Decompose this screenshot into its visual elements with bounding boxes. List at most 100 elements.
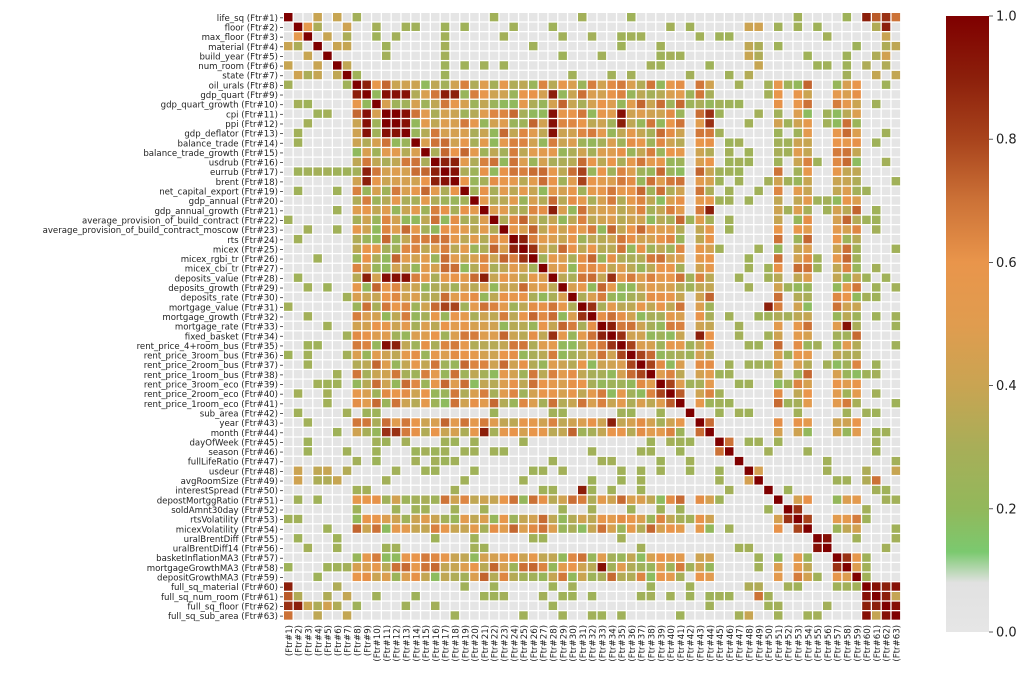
heatmap-cell	[293, 254, 303, 263]
heatmap-cell	[450, 70, 460, 80]
heatmap-cell	[411, 292, 420, 302]
y-tick-label: rent_price_2room_eco (Ftr#40)	[144, 390, 278, 400]
heatmap-cell	[284, 601, 293, 610]
heatmap-cell	[480, 476, 489, 485]
heatmap-cell	[587, 234, 597, 244]
heatmap-cell	[509, 563, 518, 572]
heatmap-cell	[852, 399, 861, 408]
heatmap-cell	[519, 524, 528, 533]
heatmap-cell	[842, 553, 852, 562]
heatmap-cell	[676, 234, 685, 244]
heatmap-cell	[891, 370, 901, 379]
heatmap-cell	[881, 99, 891, 109]
heatmap-cell	[617, 582, 626, 591]
heatmap-cell	[323, 350, 332, 360]
heatmap-cell	[529, 563, 538, 572]
heatmap-cell	[362, 234, 371, 244]
heatmap-cell	[862, 138, 871, 147]
heatmap-cell	[538, 370, 548, 379]
heatmap-cell	[548, 427, 558, 437]
heatmap-cell	[303, 138, 313, 147]
heatmap-cell	[636, 32, 646, 41]
heatmap-cell	[587, 485, 597, 495]
heatmap-cell	[431, 437, 440, 446]
heatmap-cell	[352, 563, 362, 572]
heatmap-cell	[489, 51, 499, 60]
heatmap-cell	[715, 572, 724, 582]
heatmap-cell	[676, 341, 685, 350]
heatmap-cell	[764, 273, 773, 282]
heatmap-cell	[636, 215, 646, 224]
heatmap-cell	[401, 379, 411, 389]
heatmap-cell	[362, 80, 371, 89]
heatmap-cell	[499, 32, 509, 41]
heatmap-cell	[597, 572, 607, 582]
heatmap-cell	[529, 360, 538, 369]
heatmap-cell	[293, 292, 303, 302]
heatmap-cell	[695, 418, 705, 427]
heatmap-cell	[842, 80, 852, 89]
heatmap-cell	[617, 563, 626, 572]
heatmap-cell	[372, 543, 381, 553]
heatmap-cell	[862, 225, 871, 234]
heatmap-cell	[440, 109, 450, 118]
heatmap-cell	[803, 456, 812, 466]
heatmap-cell	[284, 563, 293, 572]
heatmap-cell	[705, 601, 714, 610]
heatmap-cell	[480, 80, 489, 89]
heatmap-cell	[872, 302, 881, 311]
heatmap-cell	[538, 389, 548, 398]
heatmap-cell	[881, 177, 891, 186]
heatmap-cell	[597, 186, 607, 196]
heatmap-cell	[499, 22, 509, 31]
heatmap-cell	[382, 399, 391, 408]
heatmap-cell	[401, 572, 411, 582]
heatmap-cell	[793, 582, 803, 591]
heatmap-cell	[793, 70, 803, 80]
heatmap-cell	[842, 341, 852, 350]
heatmap-cell	[568, 244, 577, 253]
y-tick-label: sub_area (Ftr#42)	[200, 409, 278, 419]
heatmap-cell	[715, 592, 724, 601]
heatmap-cell	[685, 485, 695, 495]
heatmap-cell	[803, 61, 812, 70]
heatmap-cell	[783, 254, 793, 263]
heatmap-cell	[891, 418, 901, 427]
heatmap-cell	[391, 128, 401, 138]
heatmap-cell	[764, 543, 773, 553]
heatmap-cell	[862, 582, 871, 591]
heatmap-cell	[617, 292, 626, 302]
heatmap-cell	[489, 263, 499, 273]
heatmap-cell	[597, 109, 607, 118]
heatmap-cell	[509, 128, 518, 138]
heatmap-cell	[666, 177, 675, 186]
heatmap-cell	[401, 495, 411, 504]
heatmap-cell	[823, 350, 832, 360]
heatmap-cell	[460, 22, 469, 31]
heatmap-cell	[617, 524, 626, 533]
x-tick-label: (Ftr#63)	[893, 625, 903, 662]
y-tick-label: soldAmnt30day (Ftr#52)	[171, 506, 278, 516]
heatmap-cell	[450, 331, 460, 340]
heatmap-cell	[725, 13, 734, 22]
heatmap-cell	[685, 61, 695, 70]
heatmap-cell	[734, 447, 744, 456]
heatmap-cell	[538, 379, 548, 389]
heatmap-cell	[764, 225, 773, 234]
heatmap-cell	[362, 572, 371, 582]
heatmap-cell	[480, 399, 489, 408]
heatmap-cell	[372, 148, 381, 157]
heatmap-cell	[734, 572, 744, 582]
heatmap-cell	[440, 456, 450, 466]
heatmap-cell	[578, 51, 587, 60]
heatmap-cell	[803, 292, 812, 302]
heatmap-cell	[627, 418, 636, 427]
heatmap-cell	[352, 476, 362, 485]
heatmap-cell	[323, 234, 332, 244]
heatmap-cell	[568, 283, 577, 292]
heatmap-cell	[489, 360, 499, 369]
heatmap-cell	[744, 360, 754, 369]
heatmap-cell	[666, 22, 675, 31]
heatmap-cell	[774, 389, 783, 398]
heatmap-cell	[803, 476, 812, 485]
